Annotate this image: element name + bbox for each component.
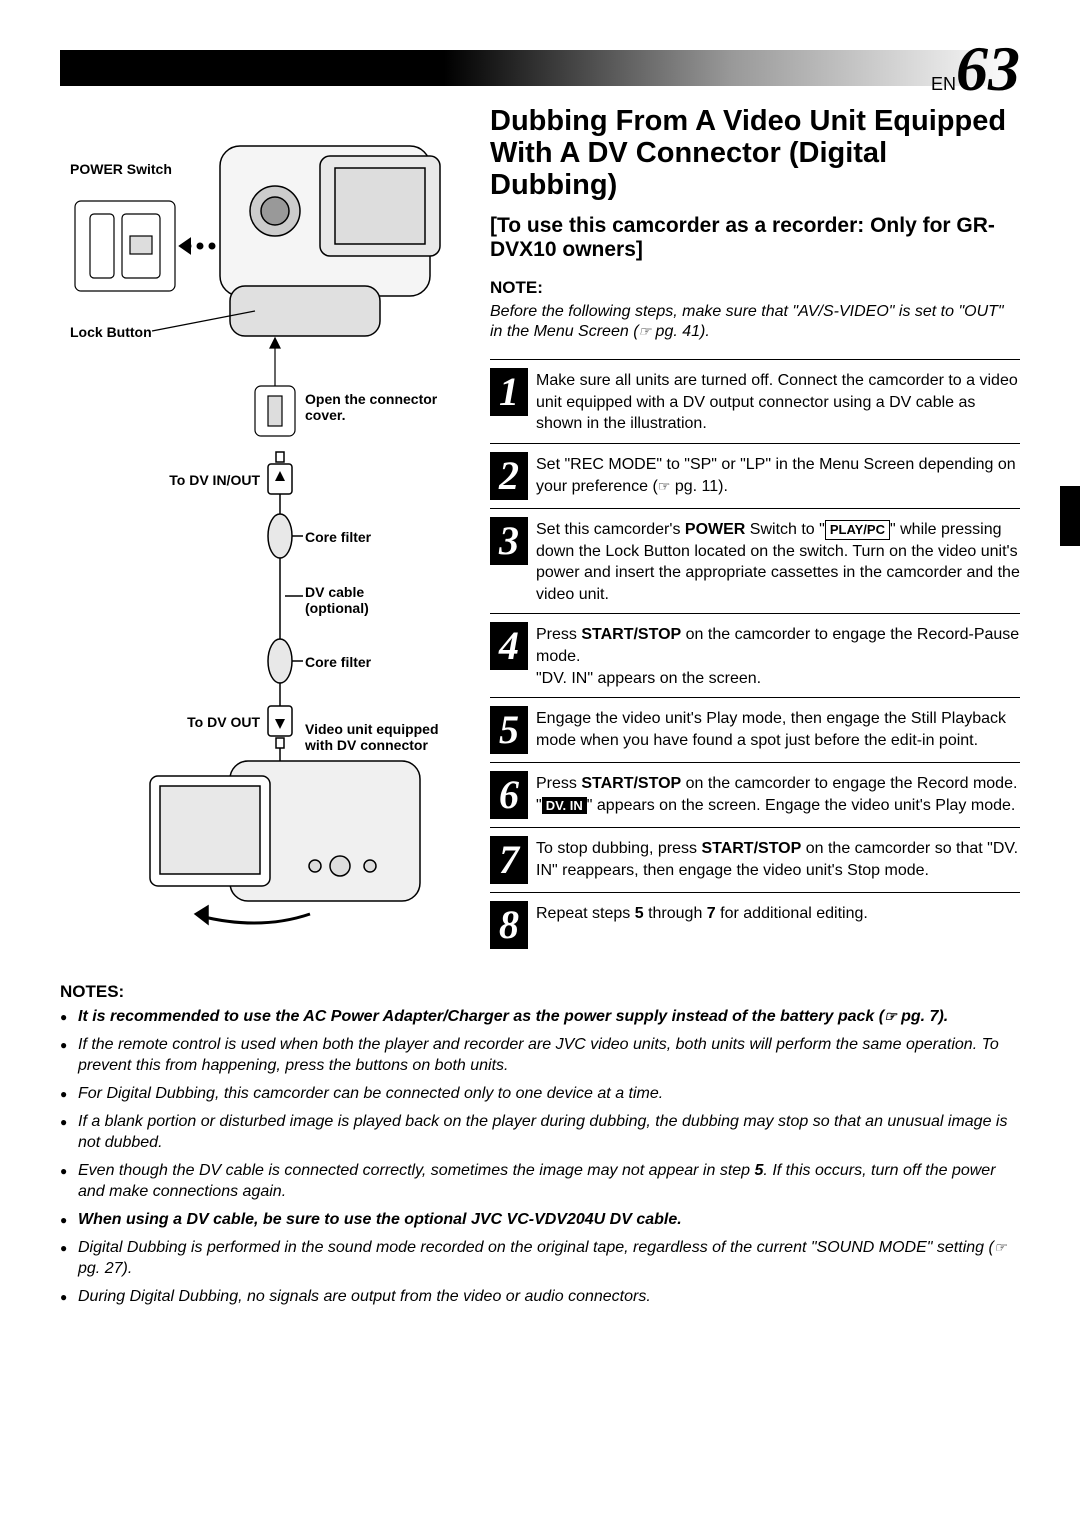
header-gradient-bar: EN63: [60, 50, 1020, 86]
ref-icon: ☞: [658, 477, 671, 496]
note-item: If the remote control is used when both …: [60, 1034, 1020, 1077]
label-video-unit: Video unit equipped with DV connector: [305, 721, 465, 753]
step-number: 5: [490, 706, 528, 754]
note-item: When using a DV cable, be sure to use th…: [60, 1209, 1020, 1231]
diagram-svg: [60, 106, 460, 936]
label-lock-button: Lock Button: [70, 324, 152, 340]
note-label: NOTE:: [490, 278, 1020, 298]
dv-in-box: DV. IN: [542, 797, 587, 815]
step-number: 7: [490, 836, 528, 884]
label-core-filter-2: Core filter: [305, 654, 371, 670]
step-3: 3 Set this camcorder's POWER Switch to "…: [490, 508, 1020, 613]
section-subtitle: [To use this camcorder as a recorder: On…: [490, 214, 1020, 262]
step-number: 4: [490, 622, 528, 670]
label-dv-inout: To DV IN/OUT: [145, 472, 260, 488]
ref-icon: ☞: [884, 1007, 897, 1026]
note-item: During Digital Dubbing, no signals are o…: [60, 1286, 1020, 1308]
step-number: 1: [490, 368, 528, 416]
step-number: 8: [490, 901, 528, 949]
label-dv-out: To DV OUT: [160, 714, 260, 730]
ref-icon: ☞: [994, 1238, 1007, 1257]
note-item: If a blank portion or disturbed image is…: [60, 1111, 1020, 1154]
page-lang: EN: [931, 74, 956, 94]
steps-list: 1 Make sure all units are turned off. Co…: [490, 359, 1020, 957]
step-number: 3: [490, 517, 528, 565]
step-text: Make sure all units are turned off. Conn…: [536, 368, 1020, 435]
step-text: Press START/STOP on the camcorder to eng…: [536, 771, 1020, 819]
page-num-big: 63: [956, 33, 1020, 104]
step-4: 4 Press START/STOP on the camcorder to e…: [490, 613, 1020, 697]
side-tab: [1060, 486, 1080, 546]
step-5: 5 Engage the video unit's Play mode, the…: [490, 697, 1020, 762]
label-open-cover: Open the connector cover.: [305, 391, 455, 423]
step-text: Set "REC MODE" to "SP" or "LP" in the Me…: [536, 452, 1020, 500]
section-title: Dubbing From A Video Unit Equipped With …: [490, 106, 1020, 202]
step-2: 2 Set "REC MODE" to "SP" or "LP" in the …: [490, 443, 1020, 508]
step-number: 6: [490, 771, 528, 819]
notes-label: NOTES:: [60, 982, 1020, 1002]
step-text: Repeat steps 5 through 7 for additional …: [536, 901, 868, 949]
connection-diagram: POWER Switch Lock Button Open the connec…: [60, 106, 460, 936]
step-6: 6 Press START/STOP on the camcorder to e…: [490, 762, 1020, 827]
step-text: Engage the video unit's Play mode, then …: [536, 706, 1020, 754]
page-number: EN63: [931, 32, 1020, 106]
notes-section: NOTES: It is recommended to use the AC P…: [60, 982, 1020, 1307]
step-7: 7 To stop dubbing, press START/STOP on t…: [490, 827, 1020, 892]
step-number: 2: [490, 452, 528, 500]
note-item: For Digital Dubbing, this camcorder can …: [60, 1083, 1020, 1105]
note-item: Even though the DV cable is connected co…: [60, 1160, 1020, 1203]
step-text: Press START/STOP on the camcorder to eng…: [536, 622, 1020, 689]
notes-list: It is recommended to use the AC Power Ad…: [60, 1006, 1020, 1307]
step-text: To stop dubbing, press START/STOP on the…: [536, 836, 1020, 884]
step-8: 8 Repeat steps 5 through 7 for additiona…: [490, 892, 1020, 957]
note-text: Before the following steps, make sure th…: [490, 302, 1020, 344]
ref-icon: ☞: [639, 322, 652, 340]
label-core-filter-1: Core filter: [305, 529, 371, 545]
play-pc-box: PLAY/PC: [825, 520, 890, 540]
note-item: It is recommended to use the AC Power Ad…: [60, 1006, 1020, 1028]
label-power-switch: POWER Switch: [70, 161, 172, 177]
step-1: 1 Make sure all units are turned off. Co…: [490, 359, 1020, 443]
note-item: Digital Dubbing is performed in the soun…: [60, 1237, 1020, 1280]
step-text: Set this camcorder's POWER Switch to "PL…: [536, 517, 1020, 605]
label-dv-cable: DV cable (optional): [305, 584, 405, 616]
